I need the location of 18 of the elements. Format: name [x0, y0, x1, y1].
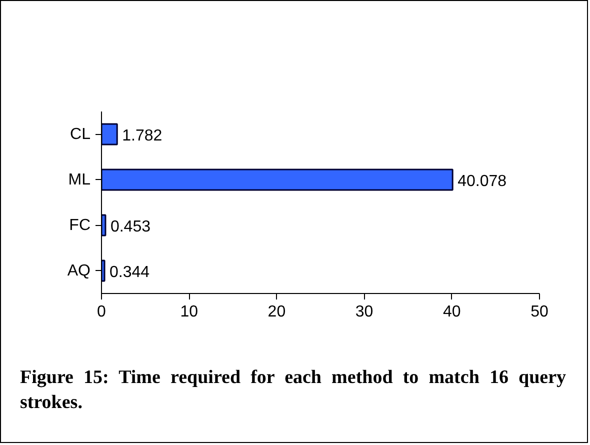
bar	[102, 123, 118, 146]
caption: Figure 15: Time required for each method to match 16 query strokes.	[20, 366, 566, 415]
bar	[102, 260, 106, 282]
x-tick-label: 0	[97, 304, 106, 320]
x-tick-label: 30	[355, 304, 374, 320]
y-tick-label: ML	[68, 171, 91, 188]
y-tick-label: AQ	[67, 262, 91, 280]
x-tick-label: 20	[268, 304, 286, 320]
data-label: 40.078	[458, 172, 507, 190]
x-tick-label: 50	[530, 304, 548, 320]
data-label: 0.453	[110, 218, 151, 236]
data-label: 0.344	[110, 264, 150, 281]
data-label: 1.782	[122, 127, 162, 144]
x-tick-label: 40	[443, 304, 461, 320]
bar	[102, 168, 454, 191]
y-tick-label: CL	[70, 126, 91, 143]
x-tick-label: 10	[180, 304, 198, 320]
y-tick-label: FC	[69, 216, 90, 234]
